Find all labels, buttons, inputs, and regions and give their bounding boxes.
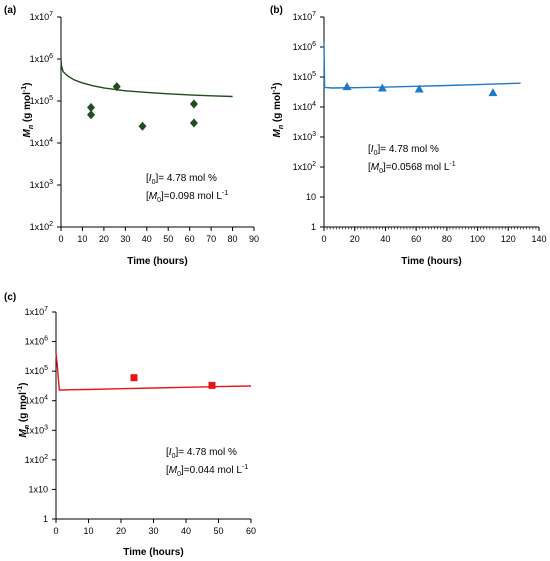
- y-tick-label: 1x105: [293, 71, 317, 82]
- y-tick-label: 1x105: [30, 95, 54, 106]
- x-tick-label: 60: [411, 234, 421, 244]
- y-tick-label: 1x102: [293, 161, 317, 172]
- chart-panel-1: (a) 0 10 20 30 40 50 60 70 80 90 1x102 1x103 1x104 1x1…: [4, 5, 259, 267]
- x-tick-label: 70: [206, 234, 216, 244]
- data-point-diamond: [138, 121, 147, 131]
- data-point-diamond: [189, 99, 198, 109]
- chart-panel-3: (c) 0 10 20 30 40 50 60 1 1x10 1x102 1x103 1x104 1x10…: [4, 292, 256, 558]
- data-point-square: [130, 374, 138, 382]
- x-tick-label: 40: [142, 234, 152, 244]
- y-tick-label: 1x102: [30, 221, 54, 232]
- y-tick-label: 1x104: [293, 101, 317, 112]
- y-tick-label: 1x103: [293, 131, 317, 142]
- x-axis-title: Time (hours): [123, 547, 183, 558]
- x-tick-label: 50: [213, 526, 223, 536]
- y-axis-title: Mn (g mol-1): [21, 83, 35, 138]
- data-point-triangle: [377, 83, 387, 92]
- y-axis-title: Mn (g mol-1): [271, 83, 285, 138]
- data-point-diamond: [112, 82, 121, 92]
- x-tick-label: 0: [58, 234, 63, 244]
- x-tick-label: 40: [380, 234, 390, 244]
- y-tick-label: 1x10: [28, 484, 48, 494]
- y-tick-label: 1x104: [25, 395, 49, 406]
- initiator-annotation: [I0]= 4.78 mol %: [146, 173, 217, 186]
- y-tick-label: 1: [43, 514, 48, 524]
- y-tick-label: 1x103: [30, 179, 54, 190]
- x-tick-label: 20: [116, 526, 126, 536]
- y-tick-label: 1x106: [293, 41, 317, 52]
- data-point-diamond: [87, 103, 96, 113]
- x-tick-label: 40: [181, 526, 191, 536]
- model-curve: [60, 58, 233, 98]
- y-tick-label: 1x106: [25, 336, 49, 347]
- initiator-annotation: [I0]= 4.78 mol %: [368, 144, 439, 157]
- x-axis-title: Time (hours): [401, 256, 461, 267]
- x-axis-title: Time (hours): [127, 256, 187, 267]
- x-tick-label: 100: [470, 234, 485, 244]
- x-tick-label: 30: [120, 234, 130, 244]
- x-tick-label: 0: [321, 234, 326, 244]
- x-tick-label: 0: [53, 526, 58, 536]
- x-tick-label: 10: [83, 526, 93, 536]
- y-tick-label: 1x107: [293, 11, 317, 22]
- x-tick-label: 60: [246, 526, 256, 536]
- panel-label: (a): [4, 5, 16, 16]
- x-tick-label: 50: [163, 234, 173, 244]
- y-tick-label: 1x107: [25, 306, 49, 317]
- data-point-triangle: [342, 82, 352, 91]
- x-tick-label: 60: [185, 234, 195, 244]
- y-axis-title: Mn (g mol-1): [17, 383, 31, 438]
- x-tick-label: 10: [77, 234, 87, 244]
- data-point-diamond: [87, 110, 96, 120]
- data-point-diamond: [189, 118, 198, 128]
- initiator-annotation: [I0]= 4.78 mol %: [166, 447, 237, 460]
- chart-panel-2: (b) 0 20 40 60 80 100 120 140 1 10 1x102 1x103 1x104 1…: [270, 5, 547, 267]
- data-point-square: [208, 381, 216, 389]
- data-point-triangle: [414, 84, 424, 93]
- x-tick-label: 80: [228, 234, 238, 244]
- y-tick-label: 1: [311, 222, 316, 232]
- y-tick-label: 1x106: [30, 53, 54, 64]
- x-tick-label: 20: [350, 234, 360, 244]
- y-tick-label: 1x107: [30, 11, 54, 22]
- data-point-triangle: [488, 88, 498, 97]
- model-curve: [323, 41, 521, 89]
- x-tick-label: 30: [148, 526, 158, 536]
- monomer-annotation: [M0]=0.0568 mol L-1: [368, 161, 456, 175]
- x-tick-label: 120: [501, 234, 516, 244]
- model-curve: [55, 353, 252, 391]
- x-tick-label: 20: [99, 234, 109, 244]
- panel-label: (c): [4, 292, 16, 303]
- y-tick-label: 10: [306, 192, 316, 202]
- monomer-annotation: [M0]=0.044 mol L-1: [166, 464, 248, 478]
- monomer-annotation: [M0]=0.098 mol L-1: [146, 190, 228, 204]
- y-tick-label: 1x104: [30, 137, 54, 148]
- x-tick-label: 140: [531, 234, 546, 244]
- y-tick-label: 1x105: [25, 365, 49, 376]
- x-tick-label: 80: [442, 234, 452, 244]
- y-tick-label: 1x102: [25, 454, 49, 465]
- panel-label: (b): [270, 5, 283, 16]
- y-tick-label: 1x103: [25, 424, 49, 435]
- x-tick-label: 90: [249, 234, 259, 244]
